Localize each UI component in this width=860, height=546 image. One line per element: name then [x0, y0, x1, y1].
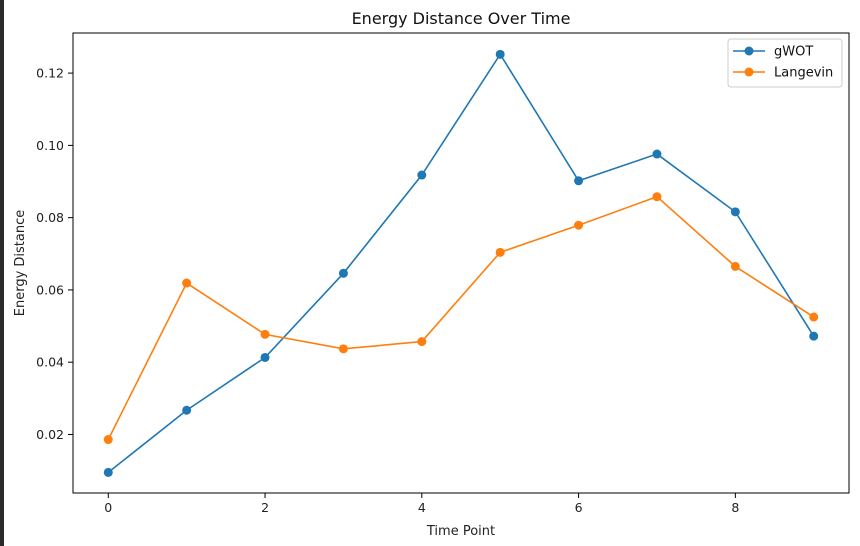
series-points — [103, 49, 819, 477]
x-tick-label: 4 — [418, 500, 426, 515]
window-edge — [0, 0, 4, 546]
data-point-gwot — [338, 268, 348, 278]
legend-marker-langevin — [744, 67, 754, 77]
data-point-langevin — [574, 220, 584, 230]
x-tick-label: 0 — [104, 500, 112, 515]
x-tick-label: 6 — [575, 500, 583, 515]
data-point-langevin — [495, 247, 505, 257]
plot-area-frame — [72, 32, 850, 494]
series-line-langevin — [107, 195, 815, 440]
chart-title: Energy Distance Over Time — [352, 9, 571, 28]
data-point-langevin — [417, 337, 427, 347]
data-point-langevin — [103, 435, 113, 445]
data-point-gwot — [495, 49, 505, 59]
y-tick-label: 0.04 — [36, 355, 64, 370]
data-point-gwot — [417, 170, 427, 180]
data-point-langevin — [809, 312, 819, 322]
data-point-gwot — [809, 331, 819, 341]
legend-marker-gwot — [744, 46, 754, 56]
data-point-langevin — [182, 278, 192, 288]
y-tick-label: 0.06 — [36, 282, 64, 297]
legend-label-gwot: gWOT — [774, 45, 813, 60]
x-tick-label: 8 — [731, 500, 739, 515]
axis-ticks: 0 2 4 6 8 0.02 0.04 0.06 0.08 0.10 0.12 — [36, 66, 739, 515]
data-point-gwot — [730, 207, 740, 217]
y-axis-label: Energy Distance — [13, 210, 28, 317]
y-tick-label: 0.10 — [36, 138, 64, 153]
y-tick-label: 0.12 — [36, 66, 64, 81]
series-line-gwot — [107, 52, 815, 474]
data-point-langevin — [338, 344, 348, 354]
data-point-gwot — [260, 352, 270, 362]
series-lines — [107, 52, 815, 474]
data-point-langevin — [730, 261, 740, 271]
legend: gWOT Langevin — [727, 38, 843, 88]
y-tick-label: 0.02 — [36, 427, 64, 442]
data-point-gwot — [182, 405, 192, 415]
data-point-gwot — [574, 176, 584, 186]
data-point-langevin — [652, 192, 662, 202]
x-tick-label: 2 — [261, 500, 269, 515]
x-axis-label: Time Point — [426, 524, 495, 539]
data-point-gwot — [103, 467, 113, 477]
legend-label-langevin: Langevin — [774, 66, 833, 81]
data-point-langevin — [260, 329, 270, 339]
data-point-gwot — [652, 149, 662, 159]
y-tick-label: 0.08 — [36, 210, 64, 225]
